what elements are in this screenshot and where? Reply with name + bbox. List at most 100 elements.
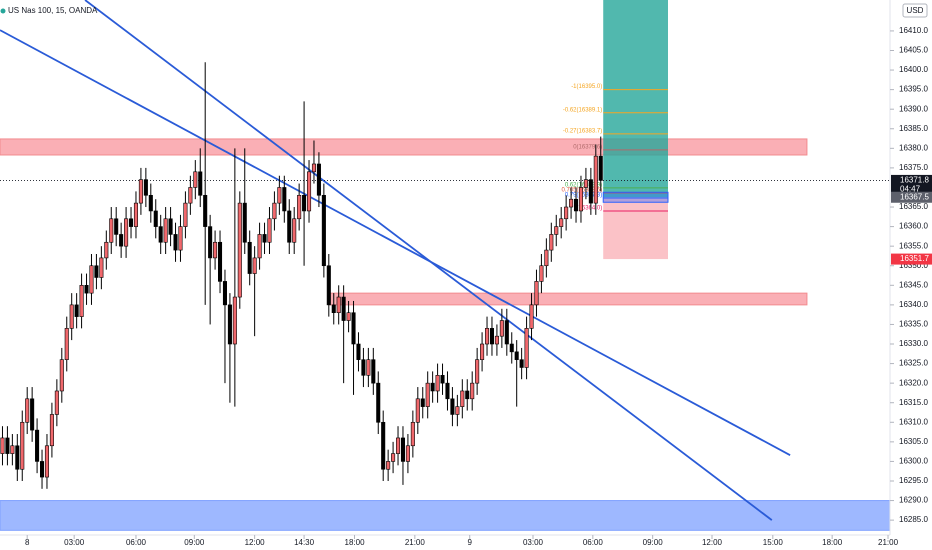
fib-label: 0(16379.6) [573, 144, 602, 150]
candle-body [193, 171, 198, 188]
entry-box [602, 191, 669, 203]
candle-body [79, 285, 84, 317]
candle-body [386, 461, 391, 470]
candle-body [272, 202, 277, 220]
candle-body [114, 218, 119, 235]
candle-body [10, 445, 15, 454]
x-tick-label: 09:00 [184, 538, 205, 547]
currency-box[interactable] [902, 3, 928, 18]
candle-body [188, 187, 193, 204]
candle-body [371, 359, 376, 384]
candle-body [133, 202, 139, 227]
candle-body [282, 187, 287, 212]
y-tick-label: 16330.0 [899, 339, 928, 348]
fib-label: 0.79(16367.3) [565, 193, 602, 199]
candle-body [460, 390, 465, 407]
candle-body [351, 312, 356, 345]
candle-body [15, 445, 20, 470]
candle-body [109, 218, 114, 243]
candle-body [158, 226, 163, 243]
candle-body [257, 234, 262, 259]
candle-body [484, 328, 490, 345]
candle-body [84, 285, 89, 294]
candle-body [470, 382, 475, 400]
candle-body [173, 234, 178, 251]
candle-body [128, 218, 134, 227]
candle-body [376, 382, 381, 423]
y-tick-label: 16380.0 [899, 143, 928, 152]
candle-body [534, 281, 539, 306]
candle-body [445, 382, 450, 400]
candle-body [455, 406, 460, 415]
candle-body [287, 210, 292, 243]
price-badge [891, 253, 932, 265]
price-badge [891, 174, 932, 195]
y-tick-label: 16355.0 [899, 241, 928, 250]
candle-body [227, 304, 232, 345]
y-tick-label: 16345.0 [899, 280, 928, 289]
y-tick-label: 16390.0 [899, 104, 928, 113]
y-tick-label: 16295.0 [899, 476, 928, 485]
candle-body [54, 390, 59, 415]
candle-body [564, 206, 569, 220]
candle-body [405, 445, 410, 462]
x-tick-label: 21:00 [878, 538, 899, 547]
x-tick-label: 06:00 [126, 538, 147, 547]
zone [0, 500, 890, 531]
y-tick-label: 16305.0 [899, 437, 928, 446]
candle-body [44, 445, 50, 478]
candle-body [435, 375, 440, 392]
candle-body [410, 421, 415, 447]
x-tick-label: 09:00 [643, 538, 664, 547]
candle-body [153, 210, 158, 227]
currency[interactable]: USD [907, 6, 924, 15]
candle-body [148, 194, 153, 212]
candle-body [573, 198, 579, 212]
candle-body [39, 461, 45, 478]
candle-body [578, 187, 584, 212]
candle-body [183, 202, 188, 227]
candle-body [420, 398, 425, 407]
x-tick-label: 14:30 [294, 538, 315, 547]
candle-body [208, 226, 213, 259]
candle-body [267, 218, 272, 243]
y-tick-label: 16320.0 [899, 378, 928, 387]
candle-body [94, 265, 99, 278]
candle-body [381, 421, 386, 470]
fib-label: 0.62(16369.9) [565, 182, 602, 188]
candle-body [569, 198, 574, 208]
x-tick-label: 06:00 [583, 538, 604, 547]
candle-body [143, 179, 148, 196]
candle-body [554, 226, 559, 235]
candle-body [341, 296, 346, 321]
candle-body [598, 155, 603, 181]
candle-body [583, 179, 588, 188]
plot-area: -1(16395.0) -0.62(16389.1) -0.27(16383.7) 0… [0, 0, 890, 531]
y-tick-label: 16395.0 [899, 85, 928, 94]
candle-body [400, 437, 406, 462]
chart-title: US Nas 100, 15, OANDA [8, 6, 98, 15]
stop-area [603, 197, 668, 260]
candle-body [74, 304, 79, 317]
fib-label: -0.62(16389.1) [563, 107, 602, 113]
candle-body [499, 320, 504, 337]
x-tick-label: 15:00 [763, 538, 784, 547]
candle-body [588, 179, 593, 204]
y-tick-label: 16350.0 [899, 261, 928, 270]
candle-body [311, 163, 317, 173]
candle-body [559, 218, 564, 227]
candle-body [213, 241, 218, 259]
y-tick-label: 16375.0 [899, 163, 928, 172]
candle-body [178, 226, 183, 251]
y-tick-label: 16365.0 [899, 202, 928, 211]
x-tick-label: 18:00 [822, 538, 843, 547]
candle-body [356, 343, 361, 360]
x-tick-label: 12:00 [245, 538, 266, 547]
candle-body [395, 437, 401, 454]
zone [329, 292, 808, 306]
candle-body [198, 171, 203, 196]
y-tick-label: 16315.0 [899, 398, 928, 407]
price-badge-label: 16367.5 [900, 192, 929, 201]
fib-label: -1(16395.0) [571, 84, 602, 90]
candle-body [430, 382, 435, 392]
